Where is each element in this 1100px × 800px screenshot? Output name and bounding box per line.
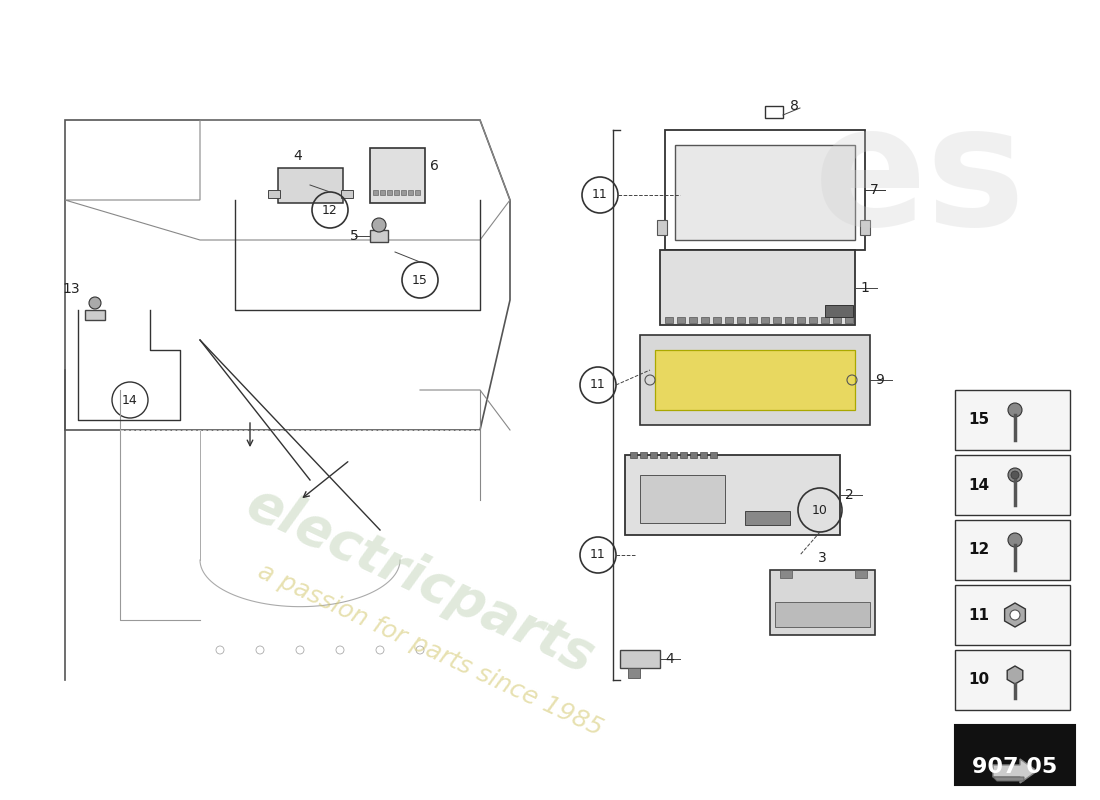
- Bar: [373, 190, 378, 195]
- Text: 6: 6: [430, 159, 439, 174]
- FancyBboxPatch shape: [640, 335, 870, 425]
- Bar: [666, 317, 673, 323]
- Bar: [630, 452, 637, 458]
- Text: 10: 10: [812, 503, 828, 517]
- Bar: [737, 317, 745, 323]
- Bar: [833, 317, 842, 323]
- Text: 15: 15: [412, 274, 428, 286]
- Circle shape: [372, 218, 386, 232]
- Circle shape: [1008, 533, 1022, 547]
- Text: 14: 14: [968, 478, 989, 493]
- Bar: [650, 452, 657, 458]
- FancyBboxPatch shape: [770, 570, 875, 635]
- Text: 1: 1: [860, 281, 869, 294]
- Text: 12: 12: [968, 542, 989, 558]
- Circle shape: [89, 297, 101, 309]
- Text: 4: 4: [294, 149, 302, 163]
- Bar: [680, 452, 688, 458]
- Polygon shape: [993, 759, 1037, 783]
- Text: 11: 11: [590, 378, 606, 391]
- Bar: [657, 220, 667, 235]
- Bar: [628, 668, 640, 678]
- Bar: [379, 190, 385, 195]
- Bar: [710, 452, 717, 458]
- Bar: [955, 390, 1070, 450]
- Bar: [821, 317, 829, 323]
- Bar: [415, 190, 420, 195]
- Polygon shape: [993, 777, 1024, 781]
- Bar: [268, 190, 280, 198]
- Text: 2: 2: [845, 488, 854, 502]
- FancyBboxPatch shape: [625, 455, 840, 535]
- Bar: [408, 190, 412, 195]
- Bar: [676, 317, 685, 323]
- Bar: [955, 520, 1070, 580]
- Bar: [845, 317, 853, 323]
- Text: 11: 11: [968, 607, 989, 622]
- Bar: [749, 317, 757, 323]
- Bar: [955, 585, 1070, 645]
- Bar: [620, 650, 660, 668]
- Bar: [808, 317, 817, 323]
- Bar: [785, 317, 793, 323]
- Text: 11: 11: [592, 189, 608, 202]
- Bar: [780, 570, 792, 578]
- Bar: [394, 190, 399, 195]
- Text: 10: 10: [968, 673, 989, 687]
- Text: 907 05: 907 05: [972, 757, 1057, 777]
- Text: a passion for parts since 1985: a passion for parts since 1985: [254, 559, 606, 741]
- Bar: [700, 452, 707, 458]
- Text: 9: 9: [874, 373, 884, 387]
- Bar: [860, 220, 870, 235]
- Bar: [798, 317, 805, 323]
- Bar: [776, 602, 870, 627]
- Text: es: es: [814, 98, 1026, 262]
- Bar: [713, 317, 721, 323]
- FancyBboxPatch shape: [675, 145, 855, 240]
- Bar: [825, 305, 852, 317]
- Bar: [670, 452, 676, 458]
- Bar: [725, 317, 733, 323]
- Bar: [370, 230, 388, 242]
- FancyBboxPatch shape: [660, 250, 855, 325]
- Circle shape: [1010, 610, 1020, 620]
- Text: 3: 3: [817, 551, 826, 565]
- Bar: [701, 317, 710, 323]
- FancyBboxPatch shape: [278, 168, 343, 203]
- FancyBboxPatch shape: [370, 148, 425, 203]
- Bar: [773, 317, 781, 323]
- Bar: [955, 650, 1070, 710]
- Bar: [640, 452, 647, 458]
- Bar: [761, 317, 769, 323]
- Bar: [855, 570, 867, 578]
- FancyBboxPatch shape: [654, 350, 855, 410]
- Bar: [85, 310, 104, 320]
- Text: electricparts: electricparts: [238, 477, 602, 683]
- Circle shape: [1008, 403, 1022, 417]
- Bar: [402, 190, 406, 195]
- Text: 15: 15: [968, 413, 989, 427]
- Circle shape: [1008, 468, 1022, 482]
- Text: 14: 14: [122, 394, 138, 406]
- Text: 13: 13: [63, 282, 80, 296]
- Bar: [387, 190, 392, 195]
- Text: 12: 12: [322, 203, 338, 217]
- Bar: [955, 725, 1075, 785]
- Text: 4: 4: [666, 652, 673, 666]
- Bar: [640, 475, 725, 523]
- Text: 11: 11: [590, 549, 606, 562]
- Text: 8: 8: [790, 99, 799, 113]
- Text: 7: 7: [870, 183, 879, 197]
- Bar: [689, 317, 697, 323]
- Bar: [745, 511, 790, 525]
- Bar: [764, 106, 783, 118]
- Bar: [660, 452, 667, 458]
- Circle shape: [1011, 471, 1019, 479]
- Bar: [955, 455, 1070, 515]
- Text: 5: 5: [350, 229, 359, 243]
- Bar: [690, 452, 697, 458]
- Bar: [341, 190, 353, 198]
